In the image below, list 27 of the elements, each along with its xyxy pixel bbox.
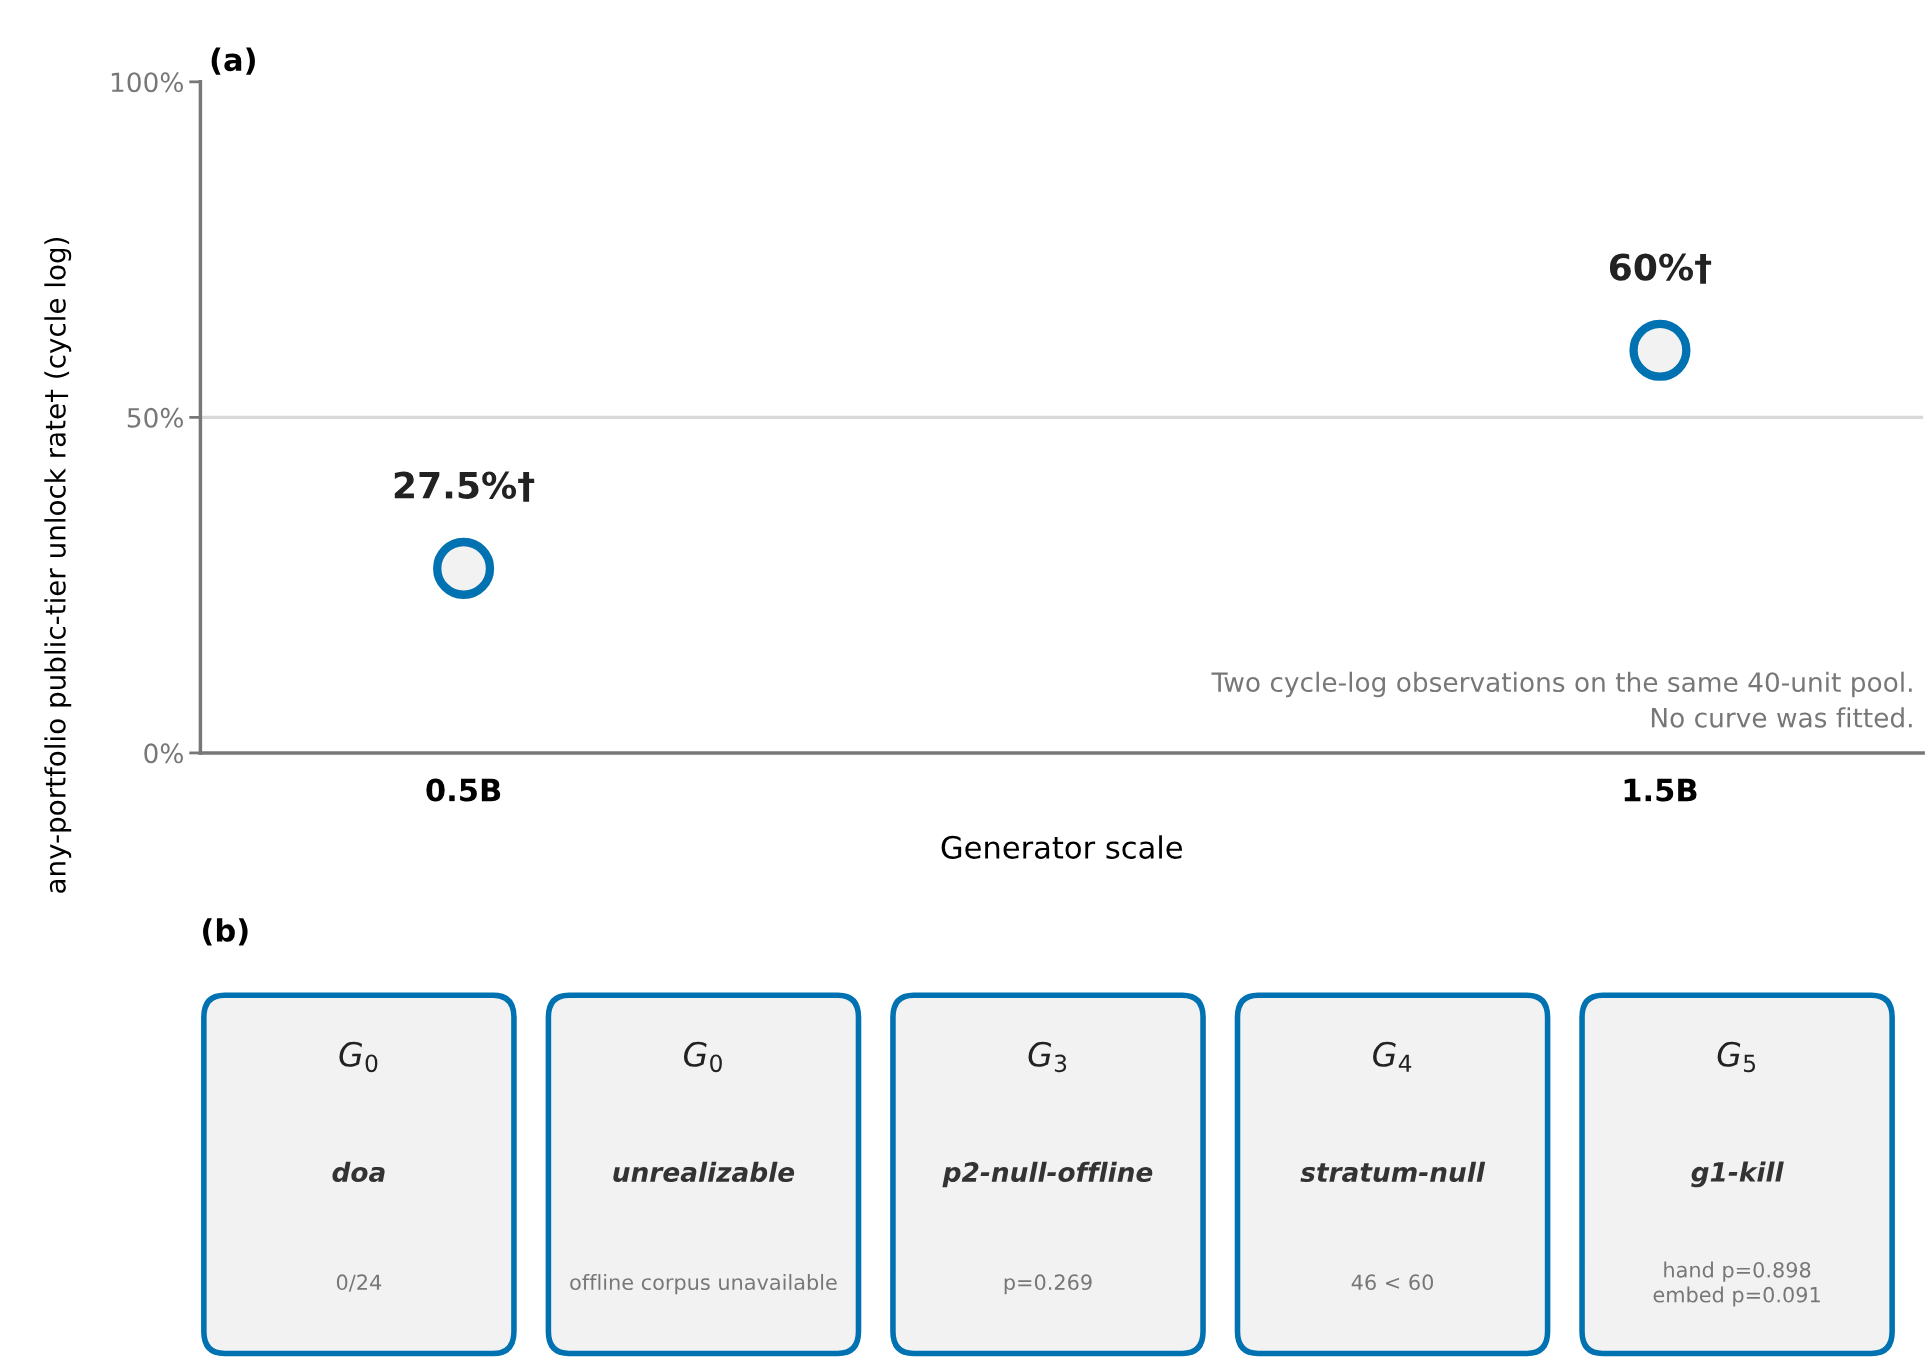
- category-label: p2-null-offline: [942, 1161, 1153, 1188]
- text: G$_{4}$: [1373, 1041, 1412, 1072]
- text: G$_{3}$: [1028, 1041, 1067, 1073]
- text: hand p=0.898 embed p=0.091: [1653, 1261, 1820, 1307]
- annotation: Two cycle-log observations on the same 40-unit pool. No curve was fitted.: [1211, 671, 1912, 728]
- y-tick-label: 0%: [144, 743, 183, 764]
- data-label: 27.5%†: [394, 471, 535, 502]
- category-label: doa: [332, 1161, 385, 1183]
- category-label: stratum-null: [1300, 1161, 1486, 1183]
- text: 46 < 60: [1351, 1274, 1434, 1291]
- text: p=0.269: [1004, 1274, 1092, 1295]
- y-tick-label: 50%: [127, 407, 183, 428]
- x-axis-title: Generator scale: [941, 835, 1182, 859]
- chart-title: (a): [211, 47, 255, 75]
- x-tick-label: 0.5B: [426, 778, 501, 802]
- text: (b): [203, 918, 248, 946]
- y-axis-title: any-portfolio public-tier unlock rate† (cycle log): [44, 237, 72, 893]
- text: G$_{5}$: [1717, 1041, 1756, 1073]
- y-tick-label: 100%: [111, 72, 183, 93]
- category-label: g1-kill: [1691, 1161, 1784, 1188]
- category-label: unrealizable: [613, 1161, 795, 1183]
- text: G$_{0}$: [339, 1041, 378, 1073]
- text: G$_{0}$: [683, 1041, 722, 1073]
- x-tick-label: 1.5B: [1624, 778, 1697, 802]
- data-label: 60%†: [1609, 253, 1712, 284]
- text: 0/24: [336, 1274, 382, 1292]
- text: offline corpus unavailable: [570, 1273, 837, 1295]
